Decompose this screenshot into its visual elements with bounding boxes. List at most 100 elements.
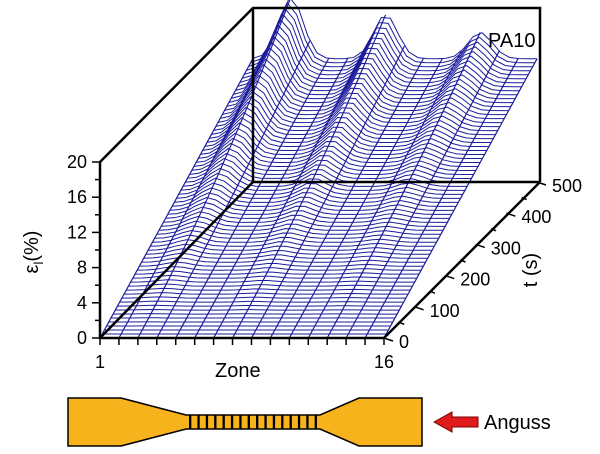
time-tick-label: 0 bbox=[399, 332, 409, 352]
mesh-time-line bbox=[187, 157, 472, 179]
mesh-time-line bbox=[134, 270, 419, 275]
mesh-time-line bbox=[239, 30, 524, 84]
mesh-time-line bbox=[169, 197, 454, 211]
mesh-time-line bbox=[139, 261, 424, 267]
mesh-time-line bbox=[191, 147, 476, 171]
mesh-time-line bbox=[200, 127, 485, 156]
mesh-time-line bbox=[167, 201, 452, 215]
gate-arrow bbox=[432, 411, 479, 433]
mesh-zone-line bbox=[250, 45, 406, 339]
mesh-time-line bbox=[174, 187, 459, 203]
mesh-zone-line bbox=[99, 58, 254, 339]
strain-axis-subscript: l bbox=[31, 262, 46, 265]
specimen-drawing: Anguss bbox=[67, 397, 551, 447]
mesh-zone-line bbox=[213, 45, 368, 339]
mesh-time-line bbox=[172, 192, 457, 207]
mesh-time-line bbox=[211, 101, 496, 136]
mesh-time-line bbox=[241, 25, 527, 80]
mesh-zone-line bbox=[175, 58, 330, 339]
mesh-time-line bbox=[137, 266, 422, 271]
mesh-time-line bbox=[215, 90, 500, 128]
mesh-time-line bbox=[213, 96, 498, 132]
mesh-time-line bbox=[248, 8, 533, 68]
strain-axis-unit: (%) bbox=[21, 231, 43, 262]
time-axis-title: t (s) bbox=[520, 253, 542, 287]
time-tick-mark bbox=[490, 228, 497, 232]
mesh-zone-line bbox=[269, 58, 424, 339]
mesh-time-line bbox=[252, 0, 538, 60]
time-tick-label: 400 bbox=[521, 207, 551, 227]
zone-tick-label: 1 bbox=[95, 352, 105, 372]
mesh-time-line bbox=[163, 211, 448, 223]
mesh-time-line bbox=[161, 215, 446, 227]
time-tick-mark bbox=[429, 290, 436, 294]
mesh-time-line bbox=[128, 283, 413, 287]
strain-axis-title: εl(%) bbox=[21, 231, 46, 274]
left-floor-edge bbox=[99, 181, 254, 339]
mesh-time-line bbox=[121, 296, 406, 299]
zone-tick-label: 16 bbox=[374, 352, 394, 372]
mesh-time-line bbox=[202, 122, 487, 152]
mesh-time-line bbox=[207, 111, 492, 144]
mesh-zone-line bbox=[137, 0, 291, 339]
mesh-zone-line bbox=[383, 58, 538, 339]
mesh-time-line bbox=[117, 304, 402, 307]
mesh-time-line bbox=[233, 47, 518, 96]
mesh-time-line bbox=[222, 74, 507, 116]
mesh-zone-line bbox=[232, 14, 387, 339]
time-tick-mark bbox=[399, 321, 405, 326]
mesh-zone-line bbox=[326, 32, 481, 339]
mesh-time-line bbox=[209, 106, 494, 140]
mesh-time-line bbox=[115, 308, 400, 311]
mesh-time-line bbox=[231, 52, 516, 100]
time-tick-mark bbox=[444, 274, 455, 280]
mesh-time-line bbox=[143, 252, 428, 259]
mesh-time-line bbox=[141, 257, 426, 263]
strain-axis-symbol: ε bbox=[21, 264, 43, 273]
time-tick-label: 300 bbox=[491, 238, 521, 258]
mesh-time-line bbox=[132, 274, 417, 279]
mesh-zone-line bbox=[364, 58, 519, 339]
mesh-time-line bbox=[246, 13, 531, 72]
strain-tick-label: 16 bbox=[67, 187, 87, 207]
time-tick-mark bbox=[521, 196, 527, 201]
mesh-zone-line bbox=[194, 58, 349, 339]
strain-tick-label: 12 bbox=[67, 222, 87, 242]
mesh-time-line bbox=[156, 225, 441, 235]
mesh-time-line bbox=[176, 182, 461, 199]
strain-tick-label: 4 bbox=[77, 293, 87, 313]
mesh-time-line bbox=[189, 152, 474, 175]
specimen-zone-stripes bbox=[189, 415, 317, 429]
time-tick-mark bbox=[536, 181, 547, 186]
time-tick-mark bbox=[506, 212, 516, 217]
mesh-time-line bbox=[198, 132, 483, 160]
mesh-time-line bbox=[196, 137, 481, 164]
time-tick-label: 500 bbox=[552, 176, 582, 196]
mesh-time-line bbox=[244, 19, 529, 76]
mesh-time-line bbox=[150, 239, 435, 247]
axis-ticks bbox=[92, 161, 547, 345]
zone-axis-title: Zone bbox=[215, 360, 261, 382]
mesh-time-line bbox=[119, 300, 404, 303]
mesh-time-line bbox=[124, 292, 409, 295]
gate-label: Anguss bbox=[484, 412, 551, 434]
time-tick-label: 200 bbox=[460, 270, 490, 290]
mesh-zone-line bbox=[307, 50, 462, 339]
mesh-time-line bbox=[130, 279, 415, 283]
time-tick-mark bbox=[414, 306, 424, 311]
mesh-time-line bbox=[235, 41, 520, 92]
mesh-time-line bbox=[224, 69, 509, 112]
mesh-time-line bbox=[158, 220, 444, 231]
mesh-zone-line bbox=[288, 58, 443, 339]
strain-tick-label: 0 bbox=[77, 328, 87, 348]
mesh-time-line bbox=[250, 2, 535, 64]
mesh-time-line bbox=[148, 243, 433, 251]
strain-tick-label: 8 bbox=[77, 258, 87, 278]
mesh-time-line bbox=[145, 248, 430, 255]
mesh-time-line bbox=[126, 287, 411, 291]
mesh-time-line bbox=[226, 63, 511, 108]
strain-tick-label: 20 bbox=[67, 152, 87, 172]
time-tick-label: 100 bbox=[430, 301, 460, 321]
